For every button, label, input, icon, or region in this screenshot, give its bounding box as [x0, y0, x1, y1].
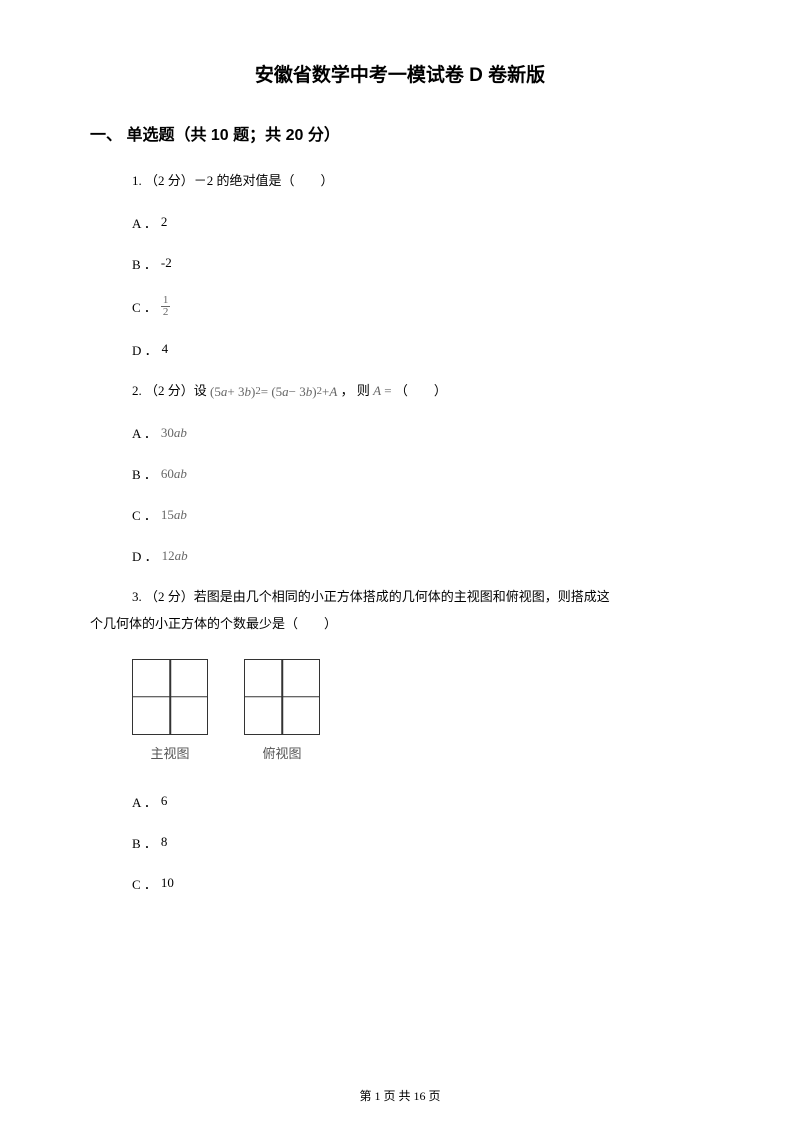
q2-option-b: B ． 60ab — [132, 464, 710, 483]
q3-text-line2: 个几何体的小正方体的个数最少是（ ） — [90, 611, 710, 637]
option-letter: D ． — [132, 340, 158, 359]
option-value: 30ab — [161, 425, 187, 441]
q3-number: 3. — [132, 589, 145, 604]
q3-figures: 主视图 俯视图 — [132, 659, 710, 762]
question-2: 2. （2 分）设 (5a + 3b)2 = (5a − 3b)2 + A ， … — [90, 381, 710, 566]
q2-number: 2. — [132, 383, 145, 398]
math-part: + 3 — [227, 382, 244, 402]
q1-number: 1. — [132, 173, 145, 188]
exam-title: 安徽省数学中考一模试卷 D 卷新版 — [90, 60, 710, 87]
math-part: (5 — [210, 382, 221, 402]
q2-equation: (5a + 3b)2 = (5a − 3b)2 + A — [210, 382, 337, 402]
option-letter: C ． — [132, 874, 157, 893]
option-letter: B ． — [132, 254, 157, 273]
q2-points: （2 分） — [145, 383, 194, 398]
math-part: A — [373, 383, 381, 398]
option-letter: A ． — [132, 792, 157, 811]
math-coef: 12 — [162, 548, 175, 563]
figure-label: 主视图 — [150, 743, 189, 762]
q2-mid: ， 则 — [337, 383, 373, 398]
math-part: = (5 — [261, 382, 282, 402]
q1-option-b: B ．-2 — [132, 254, 710, 273]
q2-text: 2. （2 分）设 (5a + 3b)2 = (5a − 3b)2 + A ， … — [132, 381, 710, 402]
math-coef: 30 — [161, 425, 174, 440]
option-value: 15ab — [161, 507, 187, 523]
option-value: 6 — [161, 793, 168, 809]
option-value: 4 — [162, 341, 169, 357]
math-coef: 15 — [161, 507, 174, 522]
option-letter: C ． — [132, 505, 157, 524]
option-value: 12ab — [162, 548, 188, 564]
q1-option-d: D ．4 — [132, 340, 710, 359]
fraction-icon: 1 2 — [161, 295, 171, 318]
math-var: ab — [175, 548, 188, 563]
q3-option-a: A ．6 — [132, 792, 710, 811]
q1-text: 1. （2 分）－2 的绝对值是（ ） — [132, 171, 710, 191]
math-part: − 3 — [289, 382, 306, 402]
option-value: 2 — [161, 214, 168, 230]
q3-option-c: C ．10 — [132, 874, 710, 893]
option-value: 10 — [161, 875, 174, 891]
figure-top-view: 俯视图 — [244, 659, 320, 762]
q3-body1: 若图是由几个相同的小正方体搭成的几何体的主视图和俯视图，则搭成这 — [194, 589, 610, 604]
q1-points: （2 分） — [145, 173, 194, 188]
q3-points: （2 分） — [145, 589, 194, 604]
option-letter: A ． — [132, 423, 157, 442]
q3-text-line1: 3. （2 分）若图是由几个相同的小正方体搭成的几何体的主视图和俯视图，则搭成这 — [132, 587, 710, 607]
q2-option-c: C ． 15ab — [132, 505, 710, 524]
section-heading: 一、 单选题（共 10 题；共 20 分） — [90, 121, 710, 145]
figure-front-view: 主视图 — [132, 659, 208, 762]
math-var: ab — [174, 507, 187, 522]
math-var: ab — [174, 466, 187, 481]
q2-option-a: A ． 30ab — [132, 423, 710, 442]
q3-option-b: B ．8 — [132, 833, 710, 852]
q2-tail: （ ） — [395, 383, 447, 398]
option-letter: C ． — [132, 297, 157, 316]
figure-label: 俯视图 — [262, 743, 301, 762]
q2-option-d: D ． 12ab — [132, 546, 710, 565]
grid-2x2-icon — [244, 659, 320, 735]
option-value: 8 — [161, 834, 168, 850]
option-value: 60ab — [161, 466, 187, 482]
q1-option-a: A ．2 — [132, 213, 710, 232]
question-1: 1. （2 分）－2 的绝对值是（ ） A ．2 B ．-2 C ． 1 2 D… — [90, 171, 710, 359]
q1-body: －2 的绝对值是（ ） — [194, 173, 334, 188]
option-letter: B ． — [132, 833, 157, 852]
page-footer: 第 1 页 共 16 页 — [0, 1087, 800, 1104]
option-letter: A ． — [132, 213, 157, 232]
fraction-numerator: 1 — [161, 295, 171, 307]
q1-option-c: C ． 1 2 — [132, 295, 710, 318]
option-letter: D ． — [132, 546, 158, 565]
question-3: 3. （2 分）若图是由几个相同的小正方体搭成的几何体的主视图和俯视图，则搭成这… — [90, 587, 710, 893]
q2-pre: 设 — [194, 383, 210, 398]
fraction-denominator: 2 — [161, 307, 171, 318]
math-coef: 60 — [161, 466, 174, 481]
grid-2x2-icon — [132, 659, 208, 735]
option-letter: B ． — [132, 464, 157, 483]
math-var: ab — [174, 425, 187, 440]
option-value: -2 — [161, 255, 172, 271]
math-part: = — [381, 383, 395, 398]
q2-then: A = — [373, 383, 395, 398]
